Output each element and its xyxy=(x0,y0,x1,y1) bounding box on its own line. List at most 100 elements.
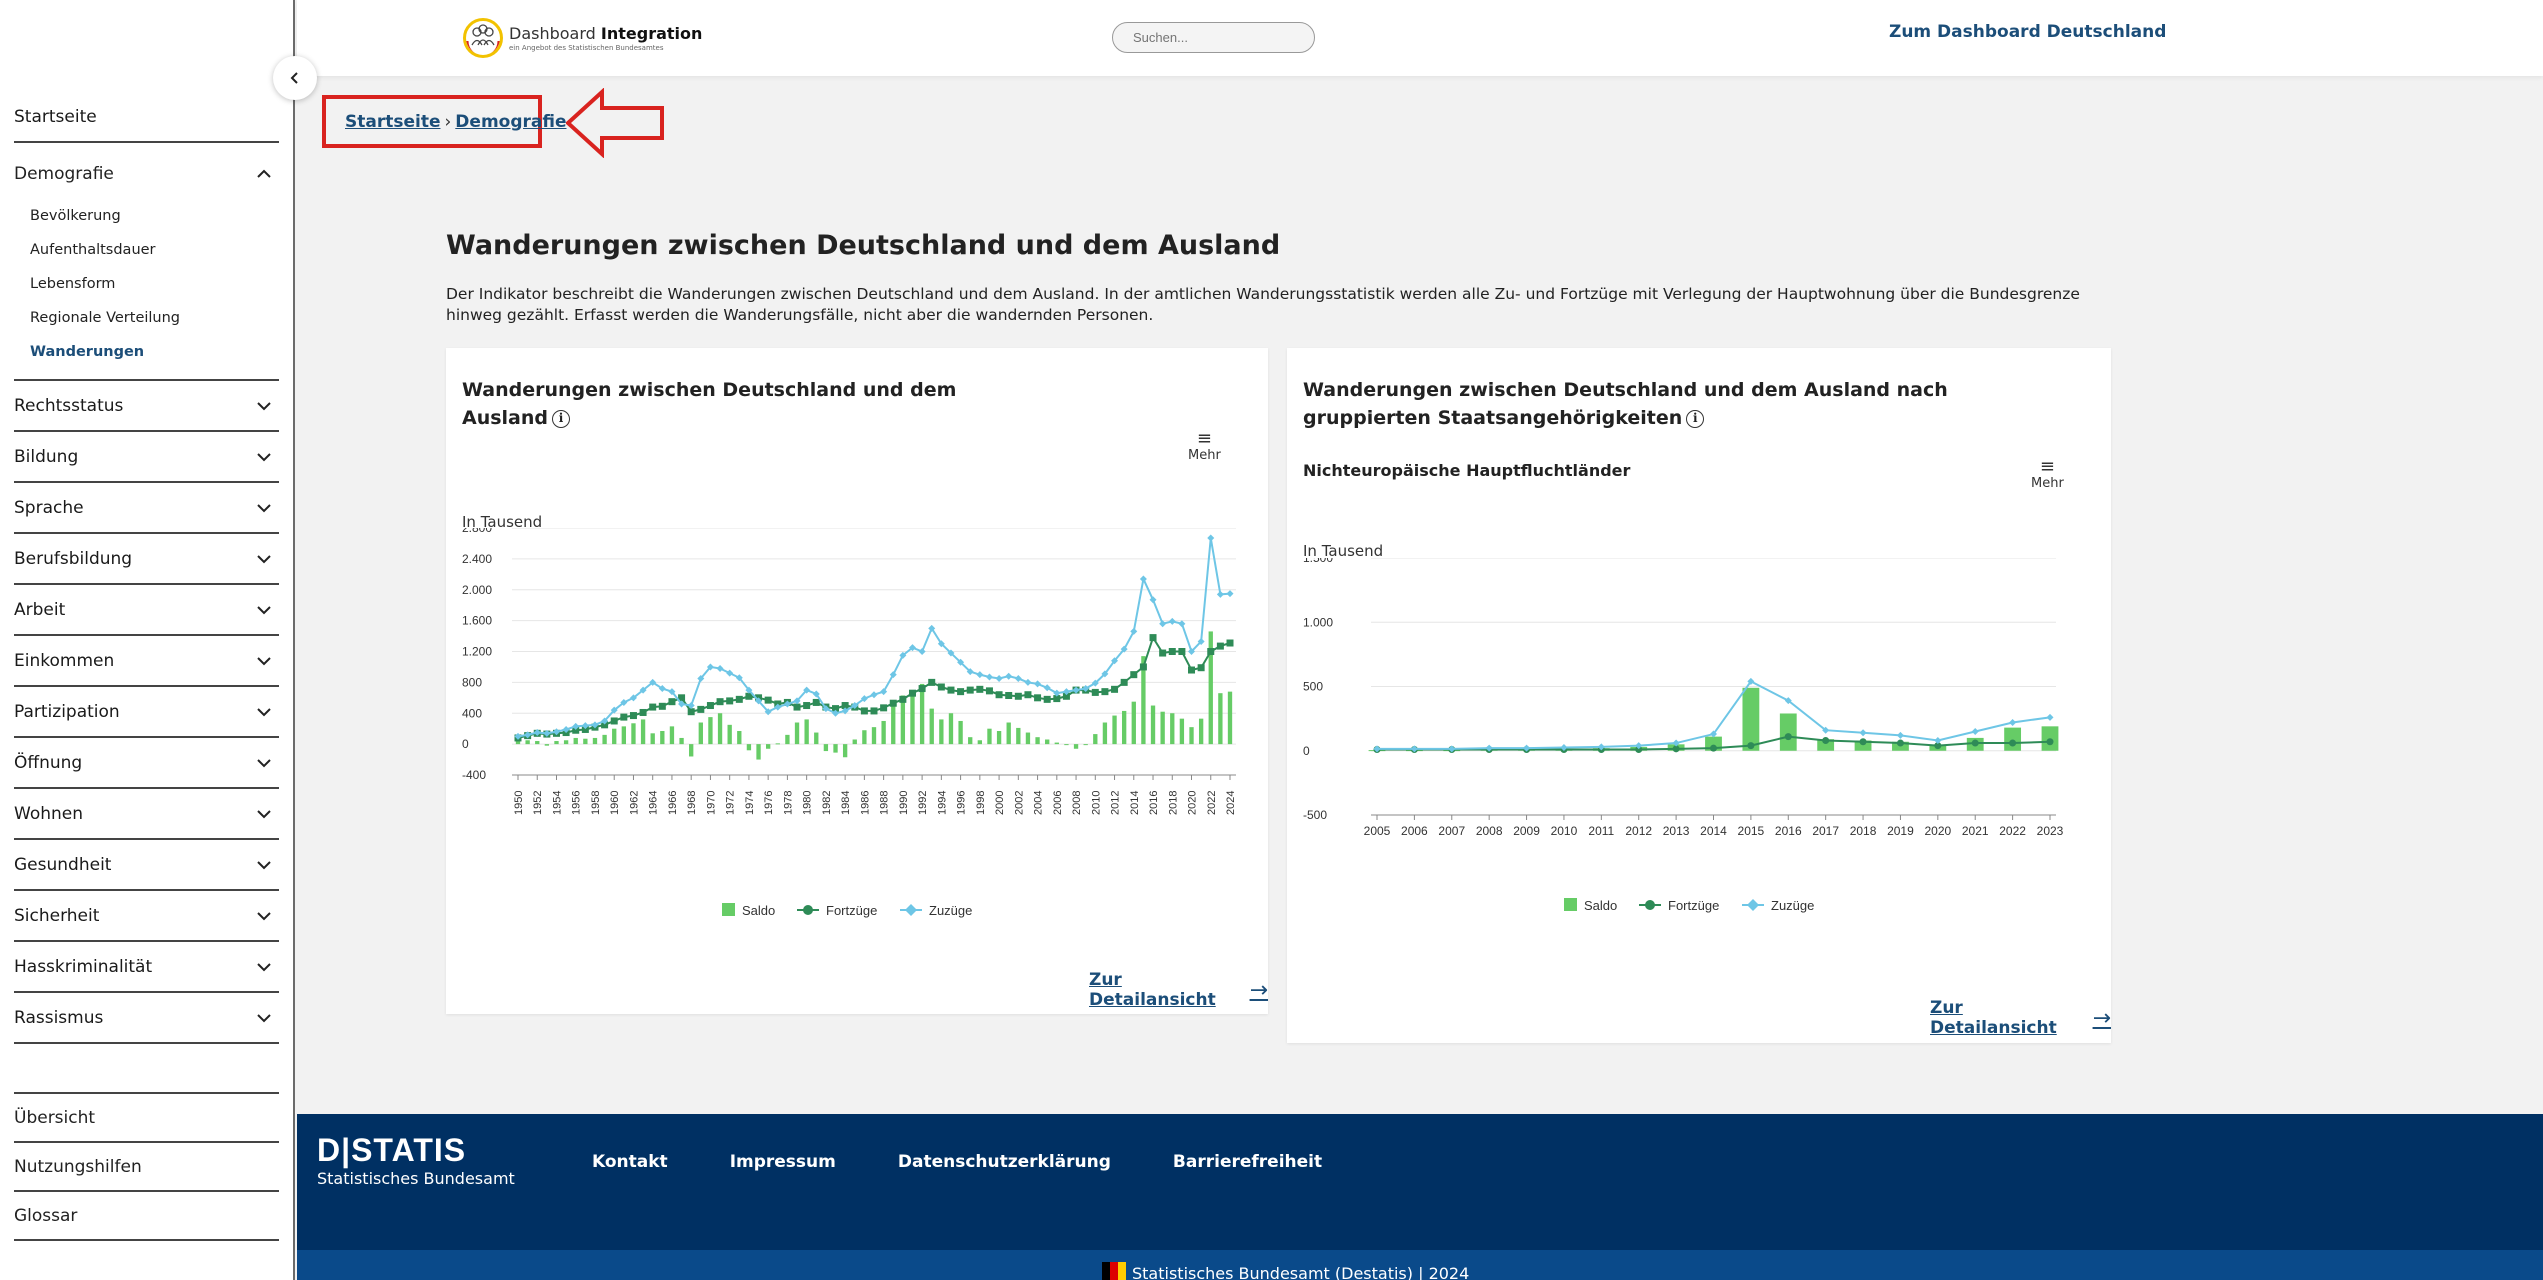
chart-menu-button[interactable]: ≡ Mehr xyxy=(1188,430,1221,464)
zuzuege-point xyxy=(812,690,820,698)
chart-menu-button[interactable]: ≡ Mehr xyxy=(2031,458,2064,492)
sidebar-subitem[interactable]: Aufenthaltsdauer xyxy=(30,242,156,258)
zuzuege-point xyxy=(524,731,532,739)
x-tick-label: 2021 xyxy=(1962,824,1989,838)
fortzuege-point xyxy=(976,685,984,693)
saldo-bar xyxy=(852,739,857,745)
fortzuege-point xyxy=(726,697,734,705)
zuzuege-point xyxy=(1784,697,1792,705)
saldo-bar xyxy=(794,722,800,745)
top-header: Dashboard Integration ein Angebot des St… xyxy=(297,0,2543,76)
sidebar-subitem-active[interactable]: Wanderungen xyxy=(30,344,145,360)
sidebar-item-rassismus[interactable]: Rassismus xyxy=(14,993,279,1044)
x-tick-label: 1968 xyxy=(686,791,698,815)
zuzuege-point xyxy=(1216,590,1224,598)
footer: D|STATIS Statistisches Bundesamt Kontakt… xyxy=(297,1114,2543,1280)
sidebar-item-wohnen[interactable]: Wohnen xyxy=(14,789,279,840)
sidebar-item-einkommen[interactable]: Einkommen xyxy=(14,636,279,687)
sidebar-item-rechtsstatus[interactable]: Rechtsstatus xyxy=(14,381,279,432)
saldo-bar xyxy=(900,695,906,745)
zuzuege-point xyxy=(697,675,705,683)
zuzuege-point xyxy=(1178,620,1186,628)
footer-link-kontakt[interactable]: Kontakt xyxy=(592,1152,668,1172)
x-tick-label: 2010 xyxy=(1551,824,1578,838)
footer-link-barrierefreiheit[interactable]: Barrierefreiheit xyxy=(1172,1152,1323,1172)
saldo-bar xyxy=(650,733,655,745)
sidebar-item-partizipation[interactable]: Partizipation xyxy=(14,687,279,738)
zuzuege-point xyxy=(1226,590,1234,598)
sidebar-subitem[interactable]: Bevölkerung xyxy=(30,208,121,224)
zuzuege-point xyxy=(1373,745,1381,753)
zuzuege-point xyxy=(966,668,974,676)
footer-link-datenschutz[interactable]: Datenschutzerklärung xyxy=(897,1152,1111,1172)
chevron-down-icon xyxy=(257,606,271,615)
zuzuege-point xyxy=(1597,743,1605,751)
sidebar-item-arbeit[interactable]: Arbeit xyxy=(14,585,279,636)
fortzuege-point xyxy=(899,695,907,703)
card-title: Wanderungen zwischen Deutschland und dem… xyxy=(462,379,957,429)
dashboard-logo[interactable]: Dashboard Integration ein Angebot des St… xyxy=(463,18,702,58)
x-tick-label: 1992 xyxy=(917,791,929,815)
fortzuege-point xyxy=(706,702,714,710)
search-input[interactable] xyxy=(1112,22,1315,53)
saldo-bar xyxy=(727,724,732,745)
chart-subtitle: Nichteuropäische Hauptfluchtländer xyxy=(1303,461,1631,480)
sidebar-item-bildung[interactable]: Bildung xyxy=(14,432,279,483)
menu-label: Mehr xyxy=(2031,476,2064,491)
zuzuege-point xyxy=(822,705,830,713)
sidebar-item-öffnung[interactable]: Öffnung xyxy=(14,738,279,789)
sidebar-item-nutzungshilfen[interactable]: Nutzungshilfen xyxy=(14,1143,279,1192)
copyright: Statistisches Bundesamt (Destatis) | 202… xyxy=(1102,1262,1469,1280)
x-tick-label: 2017 xyxy=(1812,824,1839,838)
sidebar-item-gesundheit[interactable]: Gesundheit xyxy=(14,840,279,891)
zuzuege-point xyxy=(918,648,926,655)
saldo-bar xyxy=(939,719,944,745)
fortzuege-point xyxy=(841,702,849,710)
breadcrumb-current-link[interactable]: Demografie xyxy=(455,111,567,132)
sidebar-subitem[interactable]: Regionale Verteilung xyxy=(30,310,181,326)
legend-zuzuege-marker xyxy=(1747,899,1759,911)
sidebar-item-glossar[interactable]: Glossar xyxy=(14,1192,279,1241)
footer-link-impressum[interactable]: Impressum xyxy=(729,1152,836,1172)
detail-link-2[interactable]: Zur Detailansicht → xyxy=(1930,998,2111,1038)
zuzuege-point xyxy=(1635,742,1643,750)
sidebar-item-sprache[interactable]: Sprache xyxy=(14,483,279,534)
zuzuege-point xyxy=(889,671,897,679)
sidebar-item-sicherheit[interactable]: Sicherheit xyxy=(14,891,279,942)
fortzuege-point xyxy=(995,691,1003,699)
fortzuege-point xyxy=(1896,739,1904,747)
sidebar-item-label: Wohnen xyxy=(14,803,83,824)
saldo-bar xyxy=(1817,739,1835,751)
zuzuege-point xyxy=(601,717,609,725)
breadcrumb: Startseite › Demografie xyxy=(322,95,567,148)
saldo-bar xyxy=(881,720,886,745)
x-tick-label: 1980 xyxy=(802,791,814,815)
zuzuege-point xyxy=(2046,713,2054,721)
info-icon[interactable]: i xyxy=(1686,410,1705,428)
sidebar-bottom-nav: Übersicht Nutzungshilfen Glossar xyxy=(14,1092,279,1241)
sidebar-collapse-button[interactable] xyxy=(273,56,317,100)
info-icon[interactable]: i xyxy=(552,410,571,428)
saldo-bar xyxy=(679,737,684,745)
detail-link-1[interactable]: Zur Detailansicht → xyxy=(1089,970,1268,1010)
zuzuege-point xyxy=(937,640,945,648)
fortzuege-point xyxy=(1043,695,1051,703)
sidebar-item-label: Hasskriminalität xyxy=(14,956,153,977)
destatis-logo[interactable]: D|STATIS Statistisches Bundesamt xyxy=(317,1132,515,1188)
sidebar-item-uebersicht[interactable]: Übersicht xyxy=(14,1094,279,1143)
breadcrumb-separator: › xyxy=(444,111,452,132)
breadcrumb-home-link[interactable]: Startseite xyxy=(345,111,441,132)
sidebar-group-demografie[interactable]: Demografie xyxy=(14,149,279,199)
zuzuege-point xyxy=(533,729,541,737)
dashboard-deutschland-link[interactable]: Zum Dashboard Deutschland xyxy=(1889,22,2167,42)
sidebar-item-berufsbildung[interactable]: Berufsbildung xyxy=(14,534,279,585)
chevron-left-icon xyxy=(290,72,298,84)
sidebar-item-hasskriminalität[interactable]: Hasskriminalität xyxy=(14,942,279,993)
sidebar-item-startseite[interactable]: Startseite xyxy=(14,92,279,143)
zuzuege-point xyxy=(668,688,676,696)
chevron-down-icon xyxy=(257,1014,271,1023)
saldo-bar xyxy=(660,731,665,745)
y-tick-label: 2.800 xyxy=(462,528,492,535)
sidebar-subitem[interactable]: Lebensform xyxy=(30,276,116,292)
fortzuege-point xyxy=(1168,648,1176,655)
